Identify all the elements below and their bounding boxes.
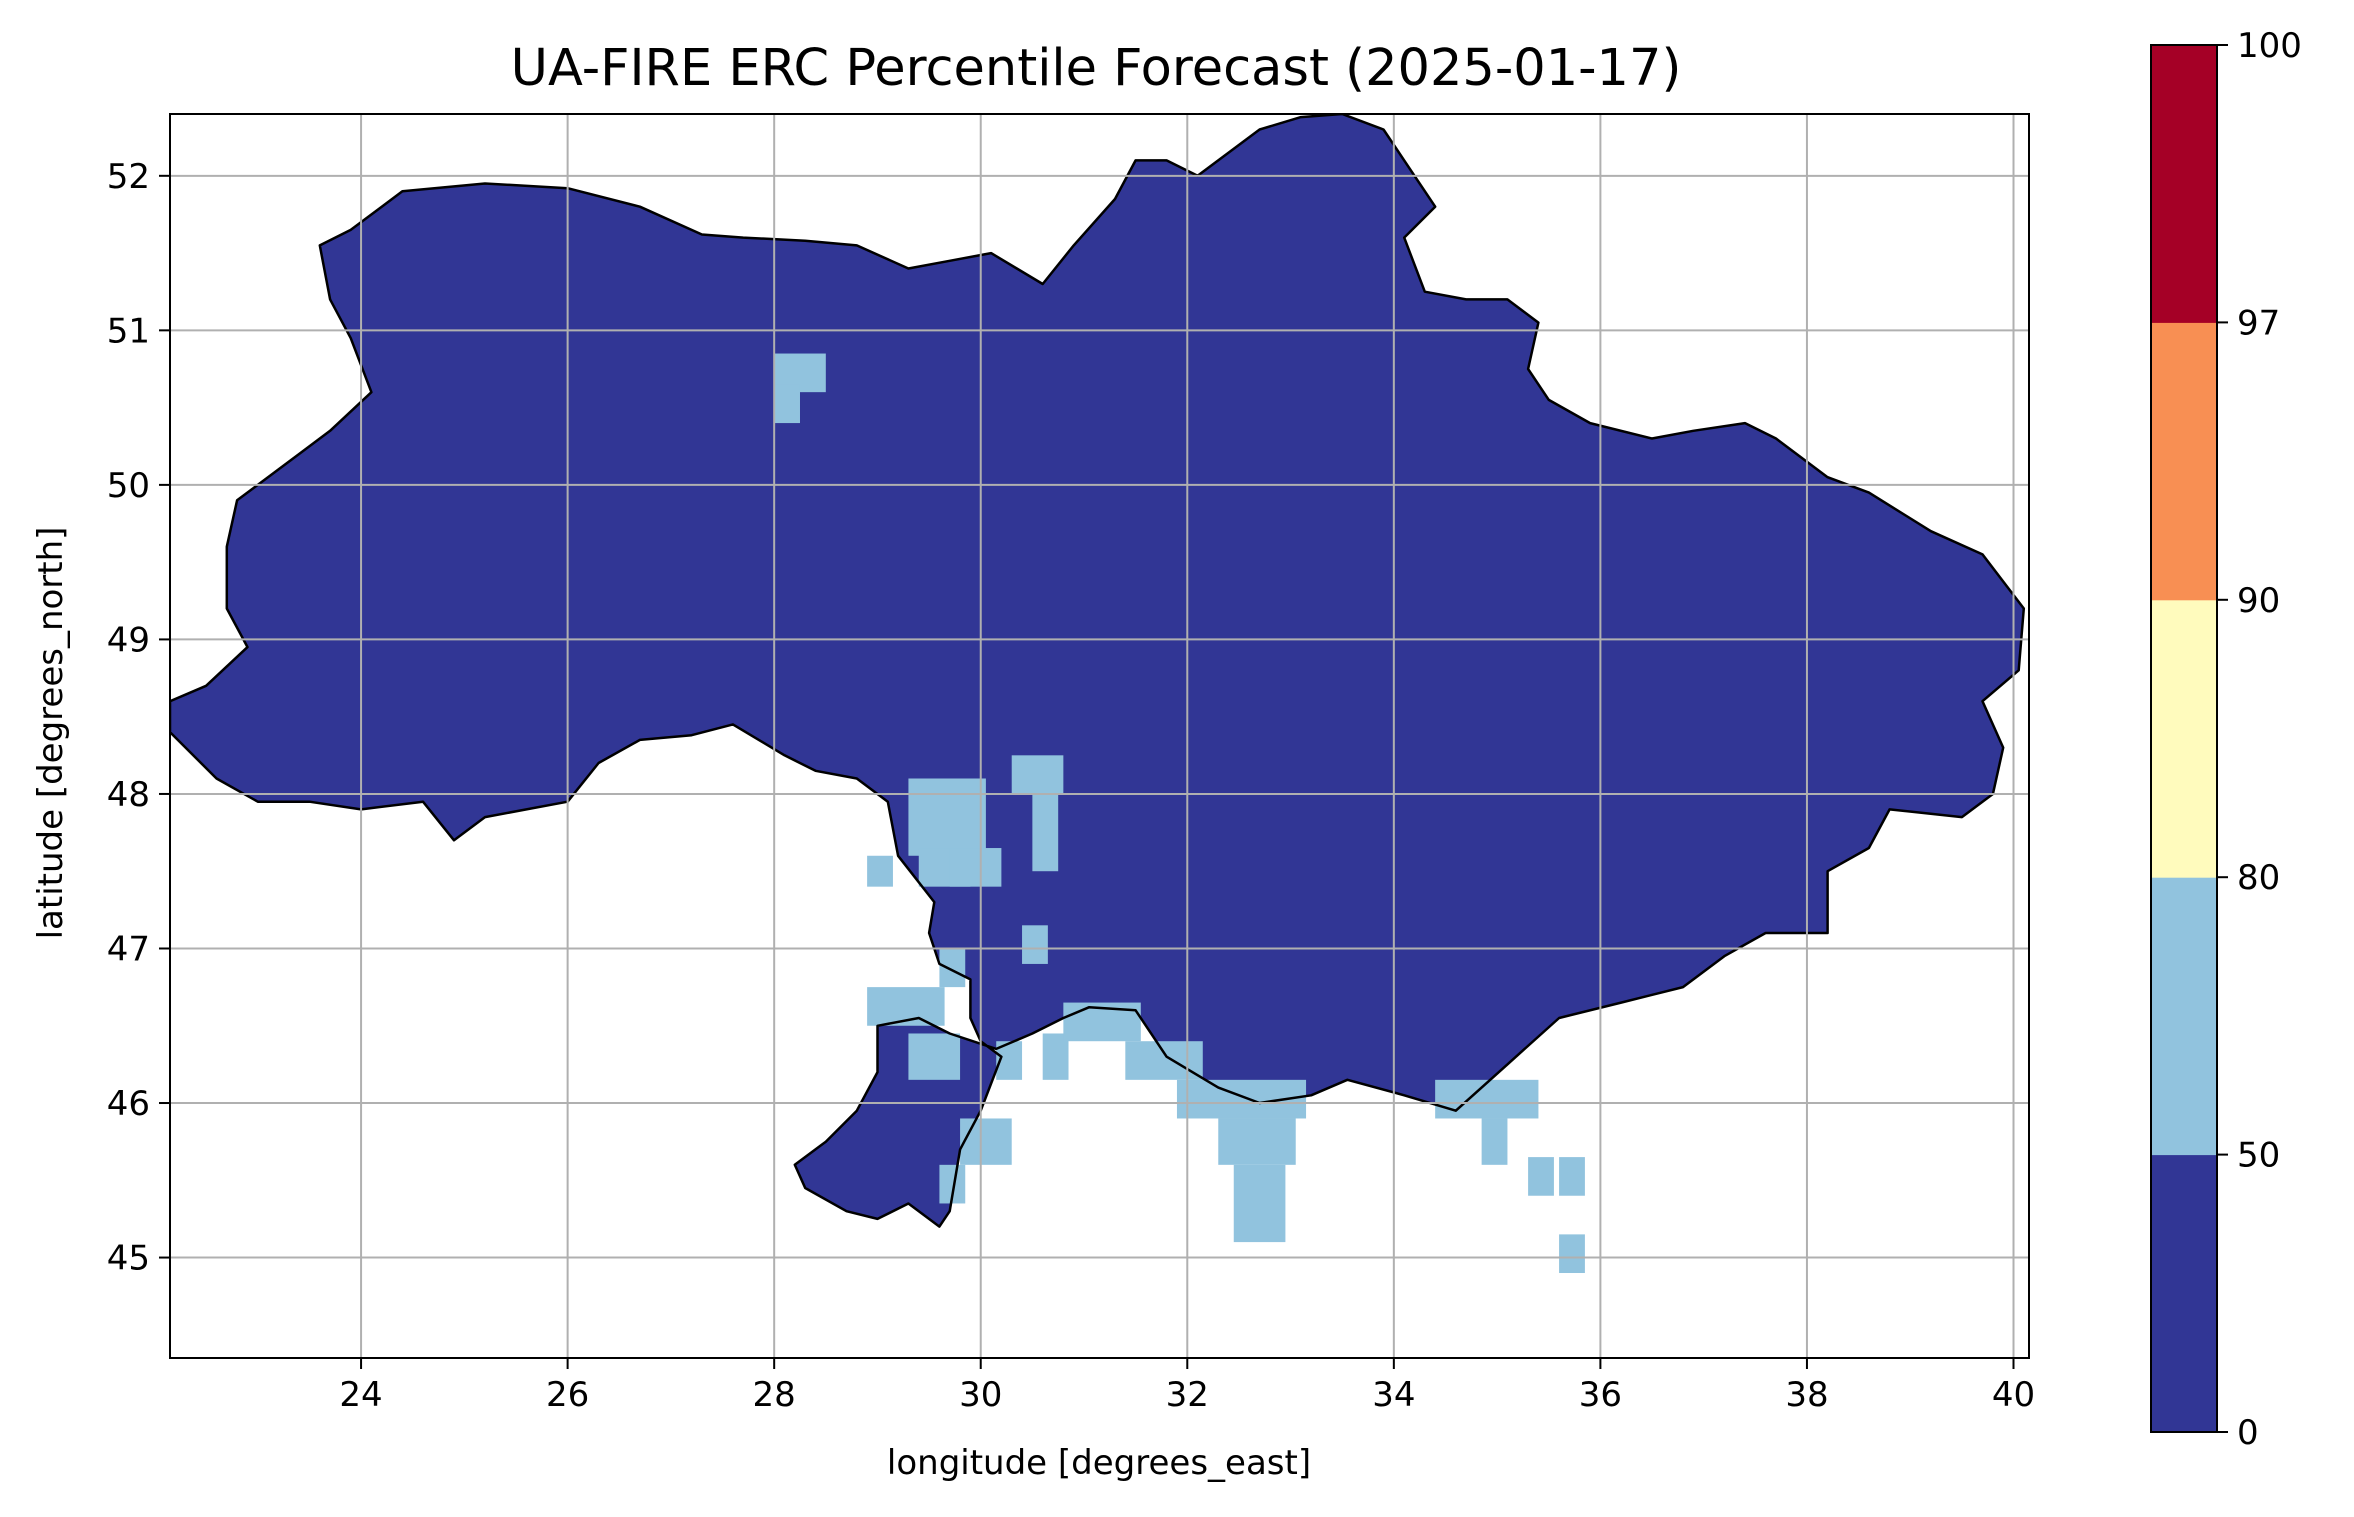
colorbar-ticks: 0 50 80 90 97 100: [2217, 26, 2302, 1453]
y-tick-label: 47: [107, 929, 150, 969]
y-axis-ticks: 45 46 47 48 49 50 51 52: [107, 157, 170, 1279]
x-axis-label: longitude [degrees_east]: [887, 1443, 1311, 1483]
moderate-percentile-cell: [867, 855, 893, 887]
country-border: [170, 114, 2026, 1228]
y-tick-label: 46: [107, 1084, 150, 1124]
colorbar-tick-label: 80: [2237, 858, 2280, 898]
moderate-percentile-cell: [1559, 1234, 1585, 1274]
colorbar-bin: [2151, 322, 2217, 601]
x-tick-label: 32: [1166, 1375, 1209, 1415]
y-axis-label: latitude [degrees_north]: [31, 527, 71, 940]
colorbar-frame: [2150, 44, 2218, 1433]
gridlines: [170, 114, 2029, 1358]
moderate-percentile-cell: [1481, 1118, 1508, 1165]
moderate-percentile-cell: [1011, 755, 1064, 794]
moderate-percentile-cell: [1528, 1157, 1554, 1196]
moderate-percentile-cell: [1218, 1118, 1296, 1165]
colorbar-tick-label: 50: [2237, 1136, 2280, 1176]
moderate-percentile-cell: [1559, 1157, 1585, 1196]
x-tick-label: 30: [959, 1375, 1002, 1415]
y-tick-label: 52: [107, 157, 150, 197]
colorbar-tick-label: 90: [2237, 581, 2280, 621]
x-tick-label: 28: [753, 1375, 796, 1415]
x-tick-label: 26: [546, 1375, 589, 1415]
moderate-percentile-cell: [960, 1118, 1012, 1165]
x-tick-label: 40: [1992, 1375, 2035, 1415]
colorbar-bin: [2151, 599, 2217, 878]
moderate-percentile-cell: [908, 1033, 961, 1080]
y-tick-label: 49: [107, 620, 150, 660]
moderate-percentile-cell: [939, 948, 966, 988]
x-tick-label: 34: [1372, 1375, 1415, 1415]
moderate-percentile-cell: [774, 384, 800, 424]
moderate-percentile-cell: [1233, 1164, 1286, 1243]
y-tick-label: 50: [107, 466, 150, 506]
colorbar-bin: [2151, 1154, 2217, 1433]
x-axis-ticks: 24 26 28 30 32 34 36 38 40: [339, 1358, 2035, 1415]
moderate-percentile-cell: [1125, 1041, 1203, 1080]
y-tick-label: 51: [107, 311, 150, 351]
colorbar: 0 50 80 90 97 100: [2150, 26, 2302, 1453]
colorbar-tick-label: 100: [2237, 26, 2302, 66]
x-tick-label: 36: [1579, 1375, 1622, 1415]
x-tick-label: 24: [339, 1375, 382, 1415]
moderate-percentile-cell: [1435, 1079, 1539, 1119]
y-tick-label: 45: [107, 1239, 150, 1279]
colorbar-bins: [2151, 45, 2217, 1433]
plot-frame: [169, 113, 2030, 1359]
map-plot-area: [169, 113, 2030, 1359]
moderate-percentile-cell: [1032, 793, 1059, 872]
moderate-percentile-cell: [1022, 925, 1048, 964]
moderate-percentile-cell: [949, 848, 1002, 887]
y-tick-label: 48: [107, 775, 150, 815]
colorbar-bin: [2151, 45, 2217, 323]
colorbar-bin: [2151, 877, 2217, 1156]
map-title: UA-FIRE ERC Percentile Forecast (2025-01…: [511, 39, 1682, 98]
moderate-percentile-cell: [908, 778, 986, 856]
colorbar-tick-label: 97: [2237, 303, 2280, 343]
x-tick-label: 38: [1785, 1375, 1828, 1415]
colorbar-tick-label: 0: [2237, 1413, 2259, 1453]
